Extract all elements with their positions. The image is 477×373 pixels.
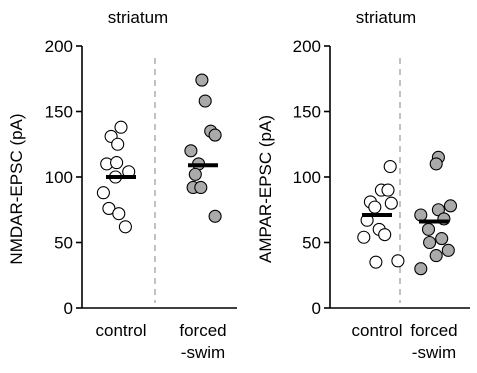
data-point bbox=[208, 209, 222, 223]
data-point bbox=[414, 262, 428, 276]
data-point bbox=[391, 254, 405, 268]
data-point bbox=[435, 232, 449, 246]
data-point bbox=[443, 199, 458, 213]
data-point bbox=[423, 235, 437, 250]
data-point bbox=[194, 180, 208, 195]
data-point bbox=[414, 208, 428, 222]
y-tick-label: 150 bbox=[45, 103, 73, 122]
data-point bbox=[421, 222, 436, 236]
y-tick-label: 150 bbox=[293, 103, 321, 122]
y-tick-label: 50 bbox=[302, 234, 321, 253]
x-category-label: control bbox=[95, 321, 146, 340]
x-category-label: forced bbox=[179, 321, 226, 340]
data-point bbox=[381, 183, 395, 197]
data-point bbox=[118, 220, 132, 234]
y-axis-label: AMPAR-EPSC (pA) bbox=[256, 115, 275, 263]
data-point bbox=[357, 230, 371, 244]
data-point bbox=[195, 73, 209, 87]
data-point bbox=[441, 243, 455, 257]
data-point bbox=[378, 228, 392, 242]
data-point bbox=[198, 94, 212, 108]
chart-title: striatum bbox=[108, 8, 168, 27]
y-tick-label: 100 bbox=[293, 168, 321, 187]
data-point bbox=[429, 249, 443, 263]
y-axis-label: NMDAR-EPSC (pA) bbox=[7, 113, 26, 264]
y-tick-label: 50 bbox=[54, 234, 73, 253]
x-category-label: forced bbox=[410, 321, 457, 340]
data-point bbox=[368, 200, 382, 214]
y-tick-label: 0 bbox=[312, 299, 321, 318]
data-point bbox=[110, 156, 124, 170]
x-category-label: -swim bbox=[181, 343, 225, 362]
data-point bbox=[383, 159, 397, 174]
y-tick-label: 0 bbox=[64, 299, 73, 318]
data-point bbox=[208, 128, 222, 142]
chart-title: striatum bbox=[356, 8, 416, 27]
x-category-label: -swim bbox=[412, 343, 456, 362]
data-point bbox=[114, 120, 128, 134]
data-point bbox=[384, 196, 398, 210]
data-point bbox=[429, 157, 443, 171]
y-tick-label: 200 bbox=[45, 37, 73, 56]
data-point bbox=[188, 167, 202, 181]
data-point bbox=[96, 186, 110, 200]
data-point bbox=[111, 137, 125, 151]
y-tick-label: 200 bbox=[293, 37, 321, 56]
data-point bbox=[112, 207, 126, 221]
data-point bbox=[184, 144, 198, 158]
y-tick-label: 100 bbox=[45, 168, 73, 187]
data-point bbox=[369, 255, 383, 269]
x-category-label: control bbox=[351, 321, 402, 340]
